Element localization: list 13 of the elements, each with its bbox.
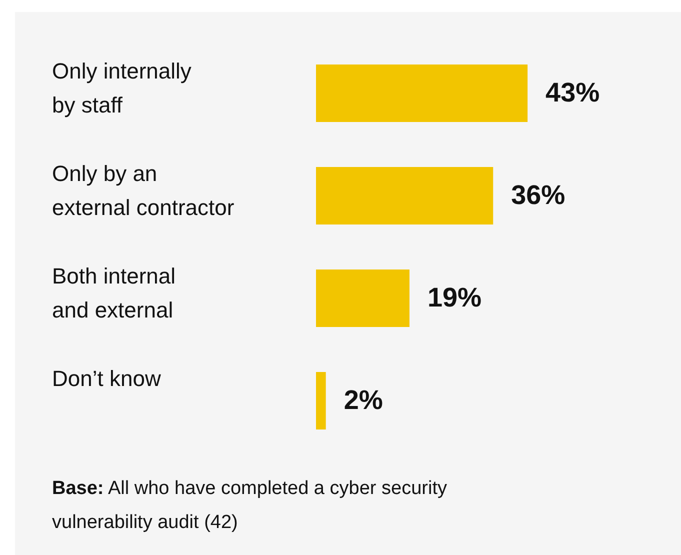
bar [316, 64, 528, 122]
data-label: 36% [511, 180, 566, 210]
y-tick-label: Only internally by staff [52, 58, 192, 118]
bar [316, 167, 494, 224]
data-label: 19% [427, 282, 482, 313]
data-label: 2% [344, 385, 383, 416]
y-tick-label: Don’t know [52, 366, 161, 392]
data-label: 43% [546, 78, 600, 108]
y-tick-label: Both internal and external [52, 264, 176, 323]
bar [316, 270, 410, 327]
bar [316, 372, 326, 430]
text: Base: All who have completed a cyber security vulnerability audit (42) [52, 477, 448, 535]
y-tick-label: Only by an external contractor [52, 161, 234, 220]
